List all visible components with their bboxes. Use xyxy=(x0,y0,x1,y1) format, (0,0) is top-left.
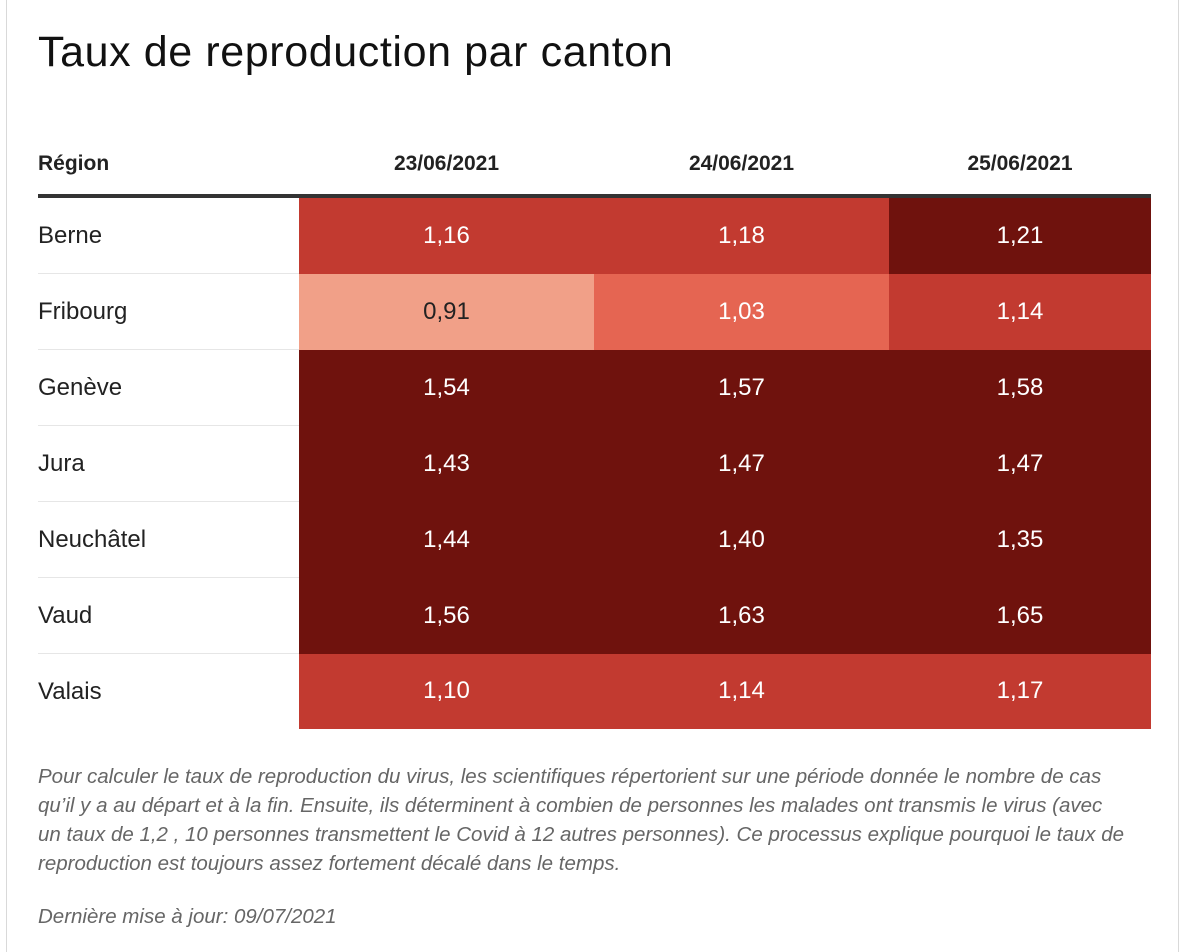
heatmap-table: Région 23/06/2021 24/06/2021 25/06/2021 … xyxy=(38,134,1151,729)
column-header-date-3[interactable]: 25/06/2021 xyxy=(889,134,1151,198)
methodology-note: Pour calculer le taux de reproduction du… xyxy=(38,765,1125,875)
value-cell: 1,14 xyxy=(594,653,889,729)
value-cell: 1,18 xyxy=(594,196,889,274)
value-cell: 1,03 xyxy=(594,273,889,350)
table-row: Valais 1,10 1,14 1,17 xyxy=(38,653,1151,729)
value-cell: 1,47 xyxy=(594,425,889,502)
column-header-date-1[interactable]: 23/06/2021 xyxy=(299,134,594,198)
value-cell: 1,17 xyxy=(889,653,1151,729)
column-header-region[interactable]: Région xyxy=(38,134,299,198)
value-cell: 1,58 xyxy=(889,349,1151,426)
header-row: Région 23/06/2021 24/06/2021 25/06/2021 xyxy=(38,134,1151,198)
value-cell: 1,47 xyxy=(889,425,1151,502)
value-cell: 1,21 xyxy=(889,196,1151,274)
region-cell: Vaud xyxy=(38,577,299,654)
region-cell: Jura xyxy=(38,425,299,502)
table-row: Berne 1,16 1,18 1,21 xyxy=(38,196,1151,274)
table-row: Fribourg 0,91 1,03 1,14 xyxy=(38,273,1151,350)
value-cell: 1,56 xyxy=(299,577,594,654)
chart-title: Taux de reproduction par canton xyxy=(38,28,674,76)
value-cell: 1,44 xyxy=(299,501,594,578)
table-row: Vaud 1,56 1,63 1,65 xyxy=(38,577,1151,654)
last-updated: Dernière mise à jour: 09/07/2021 xyxy=(38,905,337,928)
value-cell: 1,54 xyxy=(299,349,594,426)
table-row: Neuchâtel 1,44 1,40 1,35 xyxy=(38,501,1151,578)
region-cell: Fribourg xyxy=(38,273,299,350)
region-cell: Valais xyxy=(38,677,102,705)
frame-left-border xyxy=(6,0,7,952)
value-cell: 0,91 xyxy=(299,273,594,350)
table-row: Genève 1,54 1,57 1,58 xyxy=(38,349,1151,426)
frame-right-border xyxy=(1178,0,1179,952)
value-cell: 1,14 xyxy=(889,273,1151,350)
value-cell: 1,35 xyxy=(889,501,1151,578)
value-cell: 1,10 xyxy=(299,653,594,729)
region-cell: Berne xyxy=(38,196,299,274)
value-cell: 1,57 xyxy=(594,349,889,426)
value-cell: 1,16 xyxy=(299,196,594,274)
region-cell: Neuchâtel xyxy=(38,501,299,578)
table-row: Jura 1,43 1,47 1,47 xyxy=(38,425,1151,502)
value-cell: 1,43 xyxy=(299,425,594,502)
table-body: Berne 1,16 1,18 1,21 Fribourg 0,91 1,03 1,14 Gen… xyxy=(38,196,1151,729)
value-cell: 1,65 xyxy=(889,577,1151,654)
value-cell: 1,63 xyxy=(594,577,889,654)
region-cell: Genève xyxy=(38,349,299,426)
value-cell: 1,40 xyxy=(594,501,889,578)
column-header-date-2[interactable]: 24/06/2021 xyxy=(594,134,889,198)
